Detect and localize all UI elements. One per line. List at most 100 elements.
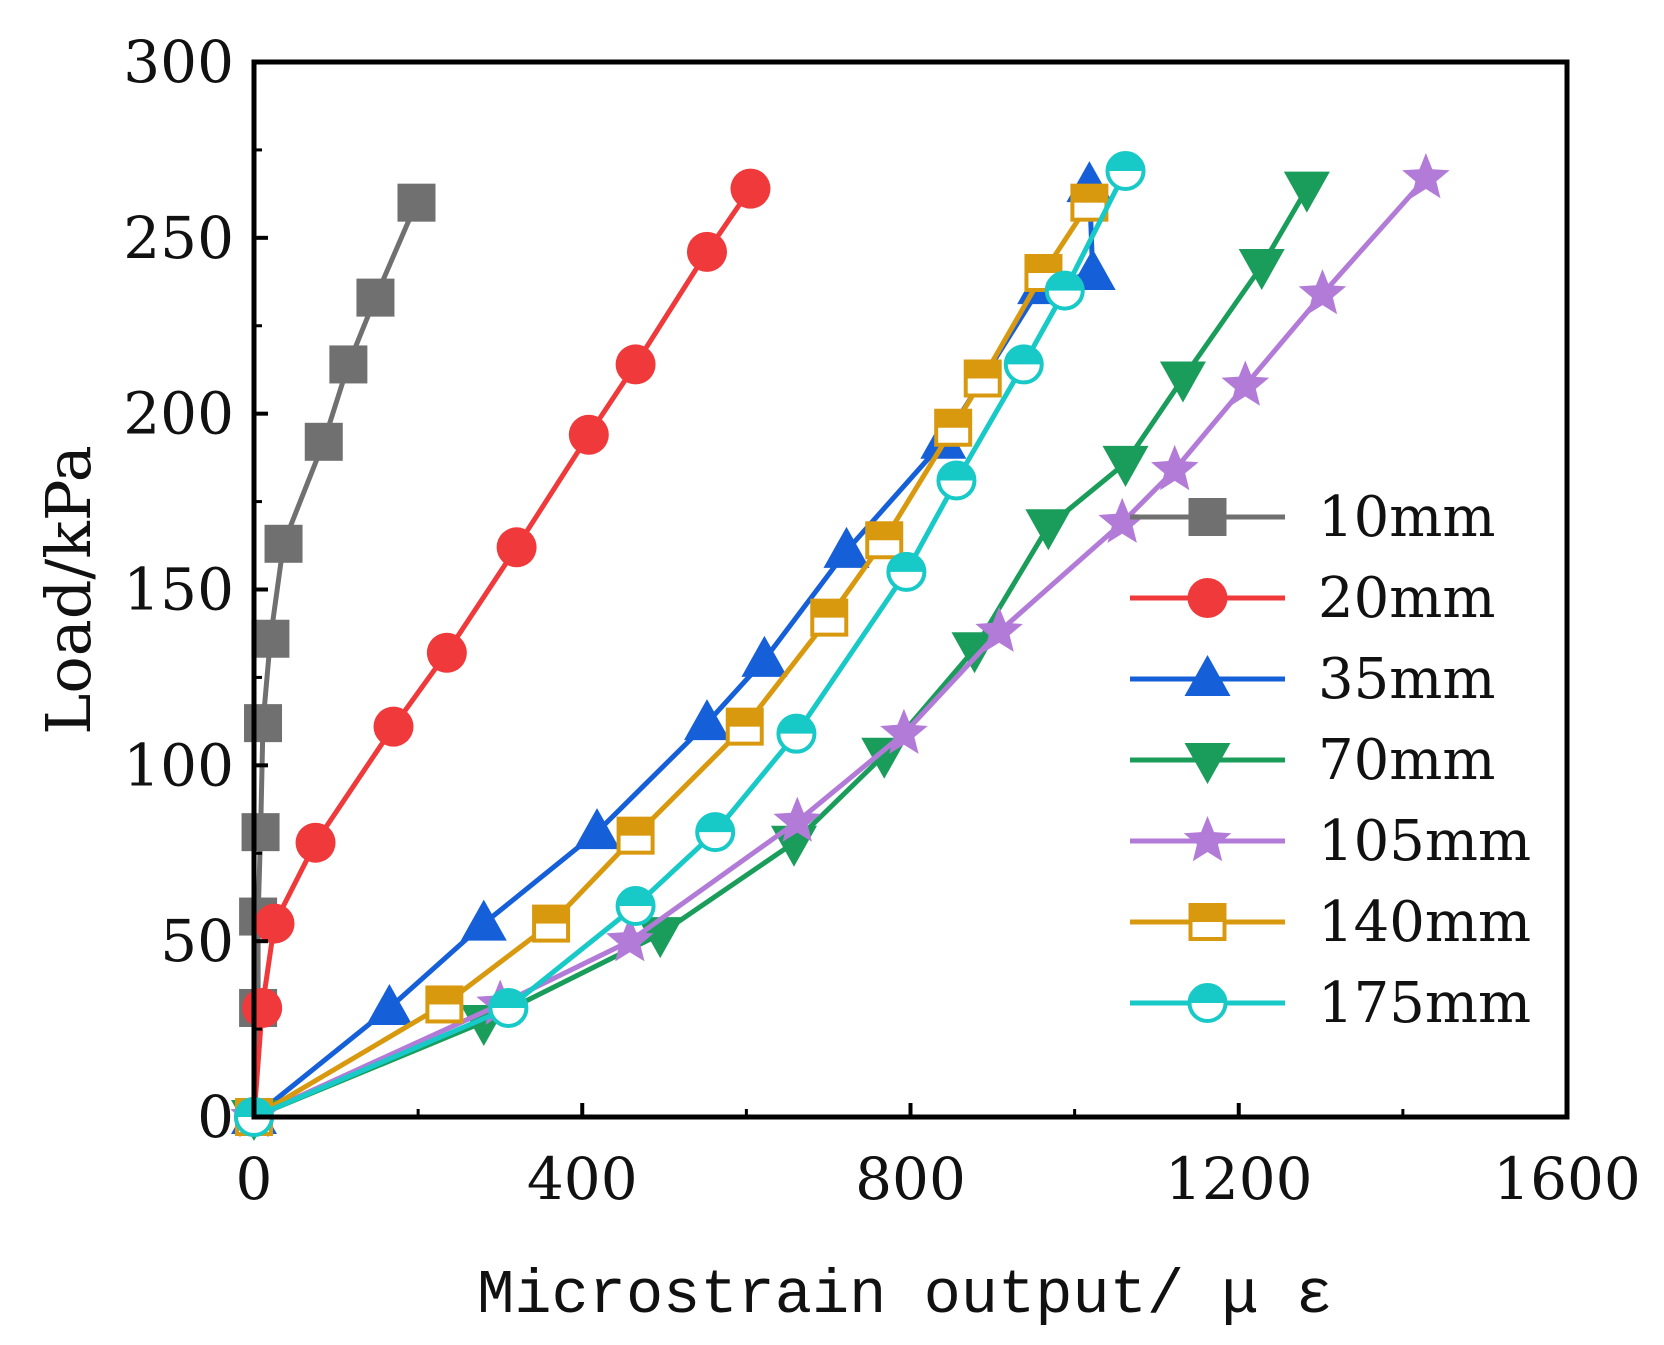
marker-shape xyxy=(366,983,413,1025)
legend-marker xyxy=(1184,743,1231,784)
data-point xyxy=(1402,153,1450,199)
data-point xyxy=(1221,360,1270,406)
data-point xyxy=(1102,445,1149,487)
data-point xyxy=(1025,509,1072,551)
marker-fill xyxy=(812,600,847,618)
data-point xyxy=(1159,361,1206,403)
y-tick-label: 50 xyxy=(160,907,234,975)
legend-marker xyxy=(1188,498,1227,536)
legend-entry: 70mm xyxy=(1130,728,1495,793)
marker-shape xyxy=(975,606,1023,652)
data-point xyxy=(295,822,336,863)
x-tick-label: 400 xyxy=(527,1145,638,1213)
series-175mm xyxy=(234,151,1146,1137)
data-point xyxy=(574,808,621,850)
data-point xyxy=(776,713,817,754)
data-point xyxy=(304,422,343,461)
data-point xyxy=(695,812,736,853)
x-tick-label: 1200 xyxy=(1165,1145,1313,1213)
marker-shape xyxy=(304,422,343,461)
data-point xyxy=(1105,151,1146,192)
legend-marker xyxy=(1188,903,1227,941)
marker-fill xyxy=(1046,272,1083,291)
marker-fill xyxy=(1189,985,1226,1003)
marker-shape xyxy=(242,987,283,1028)
data-point xyxy=(1151,444,1199,491)
marker-shape xyxy=(426,632,467,673)
marker-fill xyxy=(965,361,1000,379)
legend-entry: 140mm xyxy=(1130,890,1531,955)
y-tick-label: 0 xyxy=(197,1083,234,1151)
data-point xyxy=(886,551,927,592)
marker-fill xyxy=(1190,905,1225,922)
data-point xyxy=(460,899,507,941)
data-point xyxy=(1098,497,1146,543)
data-point xyxy=(488,987,529,1028)
data-point xyxy=(426,632,467,673)
legend-entry: 35mm xyxy=(1130,647,1495,712)
data-point xyxy=(725,707,764,746)
legend-label: 175mm xyxy=(1318,971,1531,1036)
data-point xyxy=(241,813,280,852)
data-point xyxy=(975,606,1023,652)
data-point xyxy=(823,526,870,568)
y-tick-label: 100 xyxy=(123,731,234,799)
marker-fill xyxy=(618,818,653,836)
marker-fill xyxy=(938,462,975,481)
data-point xyxy=(880,708,928,754)
data-point xyxy=(356,278,395,317)
marker-fill xyxy=(727,709,762,727)
data-point xyxy=(373,706,414,747)
marker-shape xyxy=(606,916,654,962)
x-axis-title: Microstrain output/ μ ε xyxy=(477,1260,1333,1331)
marker-shape xyxy=(730,168,771,209)
data-point xyxy=(936,460,977,501)
legend-entry: 20mm xyxy=(1130,566,1495,631)
data-point xyxy=(686,231,727,272)
marker-shape xyxy=(1184,655,1231,696)
marker-fill xyxy=(867,523,902,541)
data-point xyxy=(773,796,821,842)
data-point xyxy=(1070,183,1109,222)
series-line xyxy=(253,169,1128,1120)
axes-layer: 0 400 800 1200 1600 0 50 100 150 200 250 300 xyxy=(123,28,1641,1213)
x-tick-label: 0 xyxy=(236,1145,273,1213)
data-point xyxy=(934,408,973,447)
legend-marker xyxy=(1187,983,1228,1023)
data-point xyxy=(730,168,771,209)
legend-label: 105mm xyxy=(1318,809,1531,874)
marker-fill xyxy=(697,814,734,833)
marker-shape xyxy=(397,183,436,222)
marker-shape xyxy=(460,899,507,941)
marker-shape xyxy=(1402,153,1450,199)
marker-fill xyxy=(1107,153,1144,172)
marker-fill xyxy=(427,987,462,1005)
data-point xyxy=(242,987,283,1028)
y-tick-label: 200 xyxy=(123,380,234,448)
legend-marker xyxy=(1183,816,1232,862)
marker-shape xyxy=(686,231,727,272)
marker-shape xyxy=(1298,269,1347,315)
series-layer xyxy=(230,151,1450,1141)
marker-shape xyxy=(1238,248,1285,290)
data-point xyxy=(1298,269,1347,315)
marker-shape xyxy=(251,619,290,658)
marker-shape xyxy=(1102,445,1149,487)
marker-shape xyxy=(615,344,656,385)
marker-shape xyxy=(741,635,788,677)
legend: 10mm 20mm 35mm 70mm 105mm 140mm 175mm xyxy=(1130,485,1531,1036)
marker-fill xyxy=(617,888,654,906)
legend-marker xyxy=(1187,578,1228,618)
marker-shape xyxy=(1187,578,1228,618)
marker-shape xyxy=(295,822,336,863)
marker-shape xyxy=(880,708,928,754)
y-tick-label: 150 xyxy=(123,556,234,624)
data-point xyxy=(366,983,413,1025)
data-point xyxy=(1044,270,1085,311)
data-point xyxy=(397,183,436,222)
data-point xyxy=(1238,248,1285,290)
marker-fill xyxy=(1005,346,1042,365)
marker-shape xyxy=(1184,743,1231,784)
data-point xyxy=(606,916,654,962)
data-point xyxy=(810,598,849,637)
